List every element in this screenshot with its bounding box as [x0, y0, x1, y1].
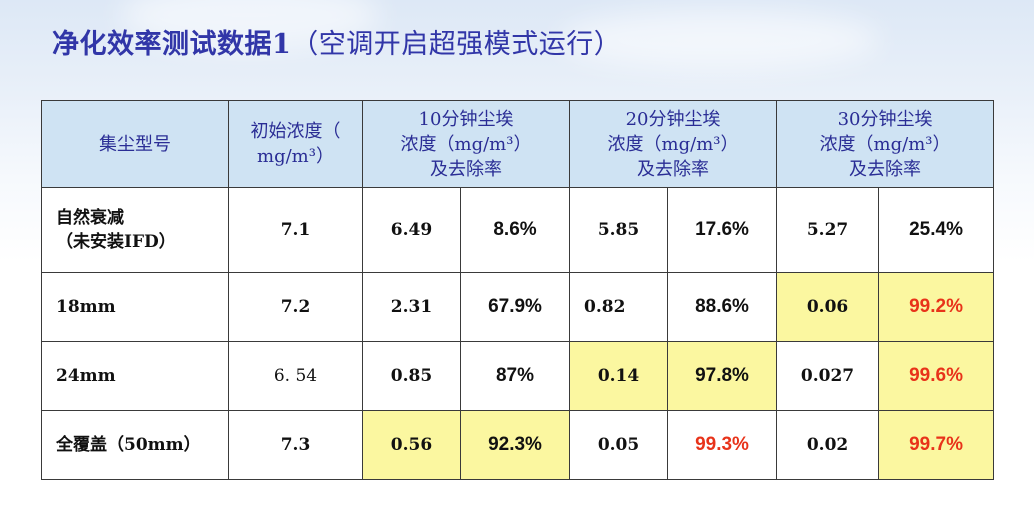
- removal-rate-20min: 88.6%: [667, 272, 778, 342]
- concentration-10min: 6.49: [362, 187, 461, 273]
- removal-rate-10min: 67.9%: [459, 272, 571, 342]
- removal-rate-10min: 92.3%: [459, 410, 571, 480]
- concentration-20min: 0.05: [569, 410, 669, 480]
- concentration-10min: 0.85: [362, 341, 461, 411]
- header-model: 集尘型号: [41, 100, 229, 188]
- concentration-10min: 0.56: [362, 410, 461, 480]
- header-10min-line-2: 浓度（mg/m³）: [400, 133, 532, 155]
- header-10min: 10分钟尘埃 浓度（mg/m³） 及去除率: [361, 100, 571, 188]
- header-20min-line-2: 浓度（mg/m³）: [607, 133, 739, 155]
- initial-concentration: 7.1: [228, 187, 363, 273]
- header-20min-line-1: 20分钟尘埃: [625, 108, 721, 130]
- initial-concentration: 6. 54: [228, 341, 363, 411]
- removal-rate-30min: 99.2%: [878, 272, 995, 342]
- removal-rate-20min: 99.3%: [667, 410, 778, 480]
- table-row-18mm: 18mm 7.2 2.31 67.9% 0.82 88.6% 0.06 99.2…: [41, 272, 995, 342]
- table-row-24mm: 24mm 6. 54 0.85 87% 0.14 97.8% 0.027 99.…: [41, 341, 995, 411]
- removal-rate-20min: 17.6%: [667, 187, 778, 273]
- table-row-natural-decay: 自然衰减 （未安装IFD） 7.1 6.49 8.6% 5.85 17.6% 5…: [41, 187, 995, 273]
- row-label: 18mm: [41, 272, 229, 342]
- header-10min-line-1: 10分钟尘埃: [418, 108, 514, 130]
- header-30min-line-1: 30分钟尘埃: [837, 108, 933, 130]
- header-20min: 20分钟尘埃 浓度（mg/m³） 及去除率: [569, 100, 778, 188]
- header-30min: 30分钟尘埃 浓度（mg/m³） 及去除率: [776, 100, 995, 188]
- header-30min-line-2: 浓度（mg/m³）: [819, 133, 951, 155]
- header-initial: 初始浓度（ mg/m³）: [228, 100, 363, 188]
- row-label-line-1: 自然衰减: [56, 208, 124, 228]
- initial-concentration: 7.2: [228, 272, 363, 342]
- row-label: 自然衰减 （未安装IFD）: [41, 187, 229, 273]
- header-initial-line-2: mg/m³）: [257, 146, 334, 167]
- concentration-30min: 5.27: [776, 187, 880, 273]
- concentration-10min: 2.31: [362, 272, 461, 342]
- header-20min-line-3: 及去除率: [637, 158, 710, 180]
- slide-title: 净化效率测试数据1（空调开启超强模式运行）: [52, 22, 621, 61]
- efficiency-table: 集尘型号 初始浓度（ mg/m³） 10分钟尘埃 浓度（mg/m³） 及去除率 …: [41, 100, 995, 480]
- concentration-20min: 0.14: [569, 341, 669, 411]
- table-row-full-coverage: 全覆盖（50mm） 7.3 0.56 92.3% 0.05 99.3% 0.02…: [41, 410, 995, 480]
- initial-concentration: 7.3: [228, 410, 363, 480]
- header-initial-line-1: 初始浓度（: [250, 121, 341, 142]
- removal-rate-30min: 25.4%: [878, 187, 995, 273]
- background-cloud: [560, 10, 880, 70]
- title-main: 净化效率测试数据1: [52, 29, 292, 60]
- header-10min-line-3: 及去除率: [430, 158, 502, 180]
- concentration-20min: 5.85: [569, 187, 669, 273]
- removal-rate-10min: 8.6%: [459, 187, 571, 273]
- concentration-30min: 0.06: [776, 272, 880, 342]
- removal-rate-30min: 99.7%: [878, 410, 995, 480]
- row-label: 24mm: [41, 341, 229, 411]
- concentration-30min: 0.02: [776, 410, 880, 480]
- title-subtitle: （空调开启超强模式运行）: [291, 29, 622, 60]
- header-30min-line-3: 及去除率: [849, 158, 922, 180]
- concentration-20min: 0.82: [569, 272, 669, 342]
- removal-rate-20min: 97.8%: [667, 341, 778, 411]
- header-row: 集尘型号 初始浓度（ mg/m³） 10分钟尘埃 浓度（mg/m³） 及去除率 …: [41, 100, 995, 188]
- removal-rate-30min: 99.6%: [878, 341, 995, 411]
- removal-rate-10min: 87%: [459, 341, 571, 411]
- concentration-30min: 0.027: [776, 341, 880, 411]
- row-label: 全覆盖（50mm）: [41, 410, 229, 480]
- row-label-line-2: （未安装IFD）: [56, 232, 176, 252]
